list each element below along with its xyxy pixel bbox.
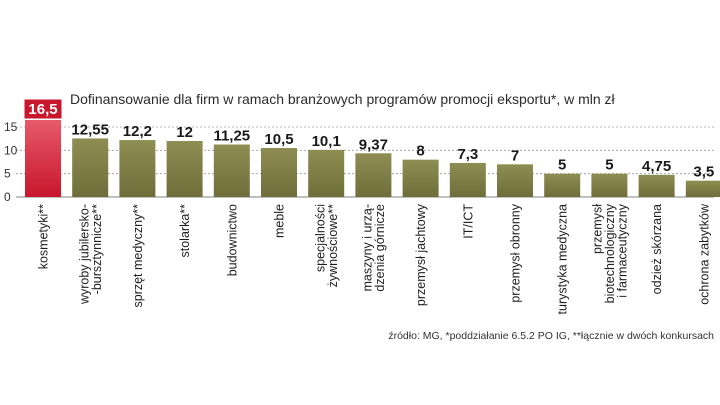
category-label-line: IT/ICT <box>461 204 475 239</box>
value-label: 12,2 <box>123 123 152 140</box>
value-label: 16,5 <box>28 101 57 118</box>
category-label-line: -bursztynnicze** <box>90 204 104 294</box>
category-label: wyroby jubilersko--bursztynnicze** <box>77 204 104 305</box>
value-label: 4,75 <box>642 158 671 175</box>
category-label-line: ochrona zabytków <box>697 203 711 305</box>
category-label-line: sprzęt medyczny** <box>131 204 145 308</box>
value-label: 7,3 <box>457 146 478 163</box>
bar <box>449 162 486 197</box>
category-label: meble <box>273 204 287 238</box>
y-tick-label: 10 <box>4 143 18 157</box>
value-label: 7 <box>511 147 519 164</box>
bar <box>544 173 581 197</box>
bar <box>355 153 392 197</box>
category-label-line: meble <box>273 204 287 238</box>
bar <box>261 148 297 197</box>
value-label: 10,5 <box>264 131 293 148</box>
category-label-line: i farmaceutyczny <box>615 203 629 298</box>
category-label: turystyka medyczna <box>556 204 570 315</box>
category-label-layer: kosmetyki** wyroby jubilersko--bursztynni… <box>37 203 712 314</box>
category-label-line: turystyka medyczna <box>556 204 570 315</box>
category-label-line: przemysł obronny <box>509 203 523 302</box>
category-label-line: specjalności <box>313 204 327 272</box>
category-label: przemysł obronny <box>509 203 523 302</box>
category-label-line: żywnościowe** <box>326 204 340 288</box>
source-note: źródło: MG, *poddziałanie 6.5.2 PO IG, *… <box>388 330 714 342</box>
category-label: przemysł jachtowy <box>414 203 428 306</box>
bar <box>166 141 203 197</box>
y-tick-label: 5 <box>4 167 11 181</box>
value-label-layer: 16,5 12,55 12,2 12 11,25 10,5 10,1 9,37 8 7,3 7 5 5 4… <box>23 98 714 181</box>
category-label-line: przemysł <box>590 204 604 254</box>
bar <box>119 140 156 197</box>
bar <box>308 149 345 197</box>
category-label: sprzęt medyczny** <box>131 204 145 308</box>
bar <box>638 174 675 197</box>
value-label: 5 <box>558 157 566 174</box>
category-label-line: kosmetyki** <box>37 204 51 269</box>
bar-highlighted <box>25 120 61 197</box>
category-label-line: wyroby jubilersko- <box>77 204 91 305</box>
category-label: ochrona zabytków <box>697 203 711 305</box>
bar <box>591 173 628 197</box>
bar <box>497 164 533 197</box>
category-label: odzież skórzana <box>650 204 664 294</box>
value-label: 12,55 <box>71 121 109 138</box>
value-label: 9,37 <box>359 136 388 153</box>
category-label: budownictwo <box>225 204 239 276</box>
bar <box>402 159 439 197</box>
category-label-line: odzież skórzana <box>650 204 664 294</box>
bar <box>685 180 720 197</box>
value-label: 3,5 <box>693 164 714 181</box>
category-label-line: dzenia górnicze <box>373 204 387 292</box>
y-tick-label: 0 <box>4 190 11 204</box>
category-label: stolarka** <box>178 204 192 258</box>
value-label: 10,1 <box>312 133 341 150</box>
category-label-line: przemysł jachtowy <box>414 203 428 306</box>
bar <box>213 144 250 197</box>
category-label-line: budownictwo <box>225 204 239 276</box>
value-label: 11,25 <box>213 128 250 145</box>
value-label: 12 <box>176 124 193 141</box>
bar-layer <box>25 120 720 197</box>
category-label: IT/ICT <box>461 204 475 239</box>
category-label-line: maszyny i urzą- <box>361 204 375 292</box>
category-label: kosmetyki** <box>37 204 51 269</box>
y-tick-label: 15 <box>4 120 18 134</box>
chart-title: Dofinansowanie dla firm w ramach branżow… <box>70 91 616 107</box>
category-label-line: biotechnologiczny <box>603 203 617 303</box>
value-label: 8 <box>416 143 424 160</box>
bar <box>72 138 109 197</box>
value-label-box <box>23 98 63 120</box>
value-label: 5 <box>605 157 613 174</box>
category-label-line: stolarka** <box>178 204 192 258</box>
category-label: maszyny i urzą-dzenia górnicze <box>361 204 388 292</box>
